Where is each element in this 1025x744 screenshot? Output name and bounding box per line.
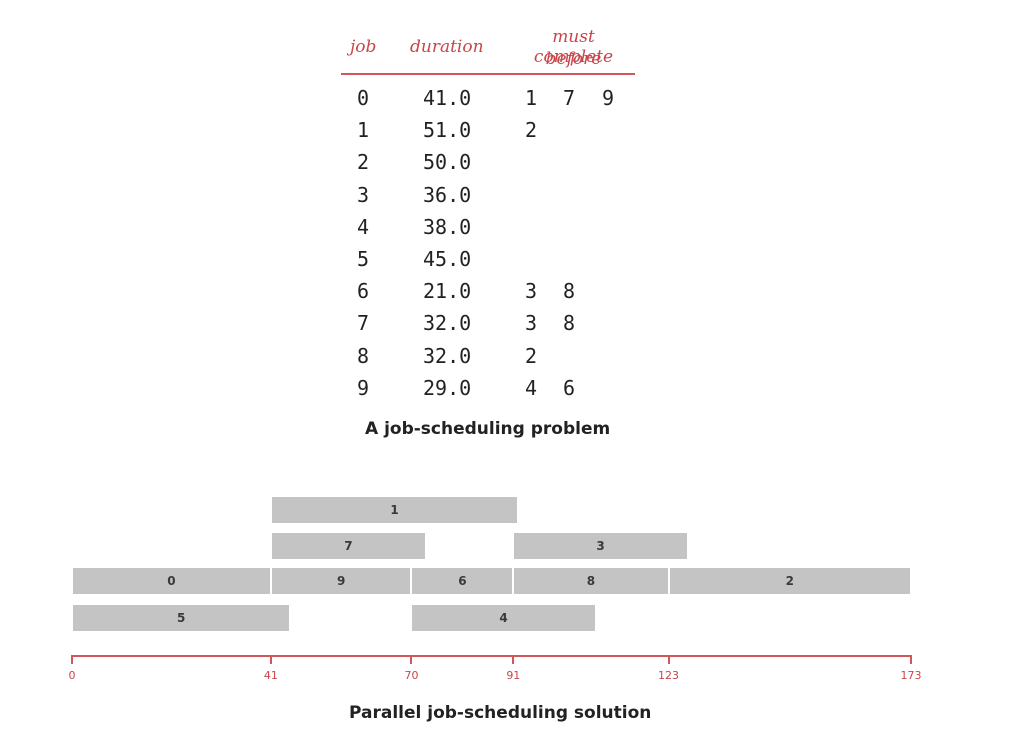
header-job: job [350,37,377,57]
job-bar-9: 9 [271,568,411,594]
must-complete-before-cell: 8 [563,311,576,336]
job-bar-label: 9 [336,574,346,588]
must-complete-before-cell: 7 [563,86,576,110]
duration-cell: 50.0 [423,150,472,175]
job-id-cell: 8 [357,343,370,368]
job-id-cell: 6 [357,279,370,304]
axis-tick [512,655,515,664]
job-id-cell: 4 [357,214,370,239]
job-bar-label: 3 [596,539,605,553]
axis-tick [910,655,912,664]
duration-cell: 36.0 [423,182,472,207]
must-complete-before-cell: 4 [525,375,538,400]
diagram-caption: Parallel job-scheduling solution [349,703,652,723]
axis-tick-label: 123 [658,669,679,682]
job-bar-5: 5 [73,605,290,631]
axis-tick-label: 91 [506,669,521,682]
time-axis [72,655,912,657]
job-bar-8: 8 [514,568,668,594]
must-complete-before-cell: 2 [525,343,538,368]
axis-tick [410,655,413,664]
job-id-cell: 1 [357,118,370,143]
job-bar-label: 8 [586,574,596,588]
job-bar-4: 4 [412,605,595,631]
job-bar-label: 0 [167,574,176,588]
must-complete-before-cell: 8 [563,279,576,304]
must-complete-before-cell: 6 [563,375,576,400]
must-complete-before-cell: 9 [602,86,615,110]
job-bar-0: 0 [73,568,270,594]
duration-cell: 29.0 [423,375,472,400]
job-bar-label: 7 [344,539,353,553]
job-id-cell: 0 [357,86,370,110]
axis-tick-label: 41 [263,669,278,682]
duration-cell: 32.0 [423,343,472,368]
duration-cell: 45.0 [423,247,472,271]
job-bar-7: 7 [271,533,426,559]
job-bar-6: 6 [412,568,513,594]
job-bar-3: 3 [514,533,687,559]
job-id-cell: 5 [357,247,370,271]
header-duration: duration [410,37,484,57]
must-complete-before-cell: 2 [525,118,538,143]
axis-tick-label: 70 [404,669,419,682]
header-before: before [545,49,602,69]
axis-tick-label: 173 [900,669,922,682]
must-complete-before-cell: 3 [525,279,538,304]
header-must-complete: must complete [533,27,614,67]
job-id-cell: 7 [357,311,370,336]
duration-cell: 38.0 [423,214,472,239]
job-bar-label: 1 [390,503,399,517]
job-bar-label: 6 [458,574,467,588]
duration-cell: 21.0 [423,279,472,304]
job-bar-label: 2 [785,574,794,588]
axis-tick [71,655,73,664]
axis-tick [667,655,670,664]
job-id-cell: 3 [357,182,370,207]
job-id-cell: 9 [357,375,370,400]
axis-tick-label: 0 [68,669,76,682]
job-bar-2: 2 [669,568,910,594]
duration-cell: 51.0 [423,118,472,143]
job-id-cell: 2 [357,150,370,175]
duration-cell: 32.0 [423,311,472,336]
job-bar-1: 1 [271,497,518,523]
must-complete-before-cell: 3 [525,311,538,336]
header-divider [341,73,635,75]
axis-tick [269,655,272,664]
job-bar-label: 5 [176,611,186,625]
job-bar-label: 4 [499,611,508,625]
duration-cell: 41.0 [423,86,472,110]
table-caption: A job-scheduling problem [365,419,611,439]
must-complete-before-cell: 1 [525,86,538,110]
